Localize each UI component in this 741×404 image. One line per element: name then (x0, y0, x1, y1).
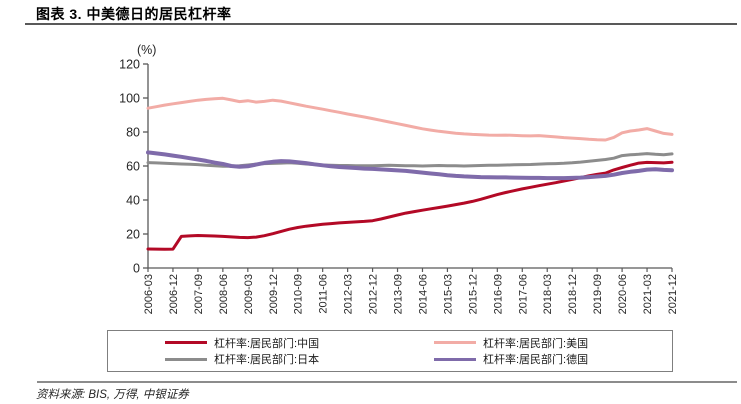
y-tick-label: 120 (119, 58, 140, 72)
legend-label-usa: 杠杆率:居民部门:美国 (483, 337, 589, 350)
leverage-chart: 0 20 40 60 80 100 120(%) 2006-03 2006-12 2007-09 2… (119, 43, 679, 314)
y-tick-label: 0 (133, 262, 140, 276)
x-tick-label: 2018-12 (567, 274, 579, 314)
x-tick-label: 2009-12 (268, 274, 280, 314)
legend-item-usa: 杠杆率:居民部门:美国 (434, 335, 588, 351)
x-tick-label: 2015-03 (442, 274, 454, 314)
footer-divider (37, 381, 737, 383)
chart-legend: 杠杆率:居民部门:中国 杠杆率:居民部门:美国 杠杆率:居民部门:日本 杠杆率:居民部… (107, 330, 673, 372)
x-tick-label: 2016-09 (492, 274, 504, 314)
legend-swatch-germany (434, 357, 476, 362)
figure-title: 图表 3. 中美德日的居民杠杆率 (36, 6, 232, 22)
title-divider (25, 23, 737, 25)
y-tick-label: 60 (126, 160, 140, 174)
x-tick-label: 2018-03 (542, 274, 554, 314)
x-tick-label: 2021-03 (642, 274, 654, 314)
legend-item-germany: 杠杆率:居民部门:德国 (434, 351, 588, 367)
x-tick-label: 2008-06 (218, 274, 230, 314)
x-tick-label: 2007-09 (193, 274, 205, 314)
source-note: 资料来源: BIS, 万得, 中银证券 (36, 389, 189, 401)
legend-label-germany: 杠杆率:居民部门:德国 (483, 354, 589, 367)
x-tick-label: 2009-03 (243, 274, 255, 314)
legend-swatch-china (165, 340, 207, 345)
series-line-usa (146, 96, 674, 142)
x-tick-label: 2017-06 (517, 274, 529, 314)
y-tick-label: 40 (126, 194, 140, 208)
legend-item-china: 杠杆率:居民部门:中国 (108, 335, 434, 351)
legend-label-japan: 杠杆率:居民部门:日本 (214, 354, 320, 367)
legend-swatch-usa (434, 340, 476, 345)
x-tick-label: 2006-03 (143, 274, 155, 314)
x-tick-label: 2014-06 (418, 274, 430, 314)
x-tick-label: 2020-06 (617, 274, 629, 314)
legend-swatch-japan (165, 357, 207, 362)
legend-item-japan: 杠杆率:居民部门:日本 (108, 351, 434, 367)
x-tick-label: 2013-09 (393, 274, 405, 314)
x-tick-label: 2010-09 (293, 274, 305, 314)
legend-row: 杠杆率:居民部门:中国 杠杆率:居民部门:美国 (108, 335, 672, 351)
x-tick-label: 2012-03 (343, 274, 355, 314)
legend-label-china: 杠杆率:居民部门:中国 (214, 337, 320, 350)
legend-row: 杠杆率:居民部门:日本 杠杆率:居民部门:德国 (108, 351, 672, 367)
x-tick-label: 2012-12 (368, 274, 380, 314)
x-tick-label: 2011-06 (318, 274, 330, 314)
y-tick-label: 100 (119, 92, 140, 106)
series-line-germany (146, 150, 674, 181)
y-tick-label: 20 (126, 228, 140, 242)
x-tick-label: 2021-12 (667, 274, 679, 314)
y-tick-label: 80 (126, 126, 140, 140)
y-axis-unit-label: (%) (137, 43, 156, 57)
x-tick-label: 2015-12 (467, 274, 479, 314)
x-tick-label: 2006-12 (168, 274, 180, 314)
x-tick-label: 2019-09 (592, 274, 604, 314)
